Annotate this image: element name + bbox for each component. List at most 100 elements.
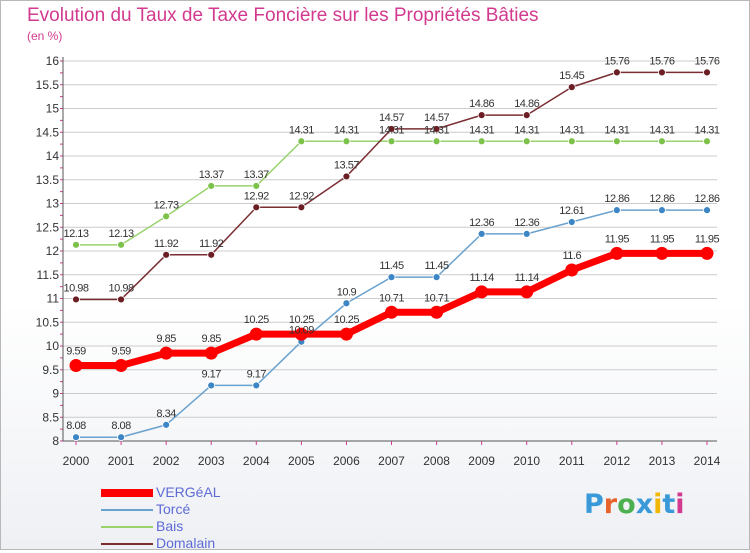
data-point-bais — [117, 240, 125, 249]
data-label-domalain: 15.76 — [604, 55, 629, 67]
data-point-bais — [72, 240, 80, 249]
legend-label-torc-: Torcé — [156, 501, 191, 517]
data-point-verg-al — [430, 305, 444, 319]
data-point-torc- — [567, 218, 576, 226]
line-chart: 8 8.5 9 9.5 10 10.5 11 11.5 12 12.5 13 13.5 14 14.5 15… — [36, 54, 721, 468]
data-label-verg-al: 10.25 — [334, 314, 359, 326]
data-point-bais — [703, 137, 711, 146]
data-label-bais: 12.13 — [63, 228, 88, 240]
data-point-bais — [522, 137, 531, 146]
data-point-torc- — [703, 206, 711, 215]
data-label-torc-: 8.08 — [66, 420, 86, 432]
data-point-bais — [252, 182, 261, 190]
data-point-domalain — [477, 111, 486, 120]
chart-title: Evolution du Taux de Taxe Foncière sur l… — [27, 5, 539, 26]
data-label-verg-al: 11.14 — [515, 272, 540, 284]
logo-letter: i — [675, 489, 685, 520]
x-tick-label: 2008 — [423, 454, 450, 468]
data-label-torc-: 12.36 — [514, 217, 539, 229]
legend-swatch-bais — [101, 526, 153, 528]
y-tick-label: 13 — [46, 197, 60, 211]
logo-letter: P — [584, 489, 604, 520]
x-tick-label: 2011 — [559, 454, 585, 468]
x-tick-label: 2010 — [513, 454, 540, 468]
x-tick-label: 2003 — [198, 454, 225, 468]
data-point-verg-al — [385, 305, 398, 319]
data-label-bais: 14.31 — [289, 124, 314, 136]
y-tick-label: 14 — [46, 149, 60, 163]
data-label-bais: 14.31 — [469, 124, 494, 136]
legend-swatch-domalain — [101, 543, 153, 545]
data-label-torc-: 9.17 — [202, 368, 222, 380]
y-tick-label: 11 — [47, 292, 60, 306]
data-label-domalain: 15.76 — [694, 55, 719, 67]
data-label-torc-: 12.36 — [469, 217, 494, 229]
data-point-domalain — [567, 83, 576, 92]
data-label-bais: 14.31 — [424, 124, 449, 136]
legend-label-bais: Bais — [156, 518, 184, 534]
data-label-domalain: 14.57 — [424, 112, 449, 124]
y-tick-label: 15.5 — [36, 78, 60, 92]
data-label-domalain: 12.92 — [244, 190, 269, 202]
data-label-domalain: 10.98 — [109, 282, 134, 294]
data-point-bais — [207, 182, 216, 190]
data-point-verg-al — [294, 327, 308, 341]
data-point-domalain — [207, 250, 216, 259]
proxiti-logo: Proxiti — [584, 489, 685, 520]
y-tick-label: 10.5 — [36, 315, 60, 329]
data-label-verg-al: 10.71 — [424, 292, 449, 304]
data-label-torc-: 12.86 — [694, 193, 719, 205]
data-point-verg-al — [520, 285, 534, 299]
data-point-torc- — [342, 299, 351, 308]
data-label-verg-al: 9.85 — [202, 333, 222, 345]
logo-letter: t — [662, 489, 676, 520]
y-tick-label: 12 — [46, 244, 60, 258]
x-tick-label: 2005 — [288, 454, 315, 468]
data-point-verg-al — [114, 358, 128, 372]
data-label-bais: 14.31 — [334, 124, 359, 136]
data-label-verg-al: 10.71 — [379, 292, 404, 304]
data-point-domalain — [522, 111, 531, 120]
data-label-torc-: 12.86 — [649, 193, 674, 205]
data-point-verg-al — [249, 327, 263, 341]
data-point-domalain — [387, 125, 396, 133]
data-point-verg-al — [700, 246, 714, 260]
y-tick-label: 16 — [46, 54, 60, 68]
y-tick-label: 13.5 — [36, 173, 60, 187]
data-label-domalain: 15.45 — [559, 70, 584, 82]
data-point-torc- — [477, 229, 486, 238]
data-point-torc- — [252, 381, 261, 390]
data-point-bais — [387, 137, 396, 146]
data-label-torc-: 11.45 — [379, 260, 404, 272]
y-tick-label: 11.5 — [37, 268, 60, 282]
data-point-torc- — [522, 229, 531, 238]
x-tick-label: 2009 — [468, 454, 495, 468]
x-tick-label: 2007 — [378, 454, 405, 468]
data-label-bais: 12.73 — [154, 199, 179, 211]
x-tick-label: 2006 — [333, 454, 360, 468]
data-label-domalain: 14.86 — [514, 98, 539, 110]
data-label-torc-: 8.08 — [111, 420, 131, 432]
logo-letter: x — [635, 489, 654, 520]
data-point-domalain — [703, 68, 711, 77]
x-tick-label: 2014 — [694, 454, 721, 468]
y-tick-label: 12.5 — [36, 220, 60, 234]
data-point-torc- — [612, 206, 621, 215]
data-point-verg-al — [339, 327, 353, 341]
data-point-verg-al — [69, 358, 83, 372]
data-point-torc- — [72, 433, 80, 442]
data-point-torc- — [162, 420, 171, 429]
legend-label-domalain: Domalain — [156, 535, 216, 551]
data-point-bais — [567, 137, 576, 146]
data-label-bais: 14.31 — [694, 124, 719, 136]
x-tick-label: 2000 — [63, 454, 90, 468]
legend-swatch-verg-al — [101, 489, 153, 497]
data-point-verg-al — [204, 346, 218, 360]
data-label-bais: 13.37 — [199, 169, 224, 181]
data-label-bais: 14.31 — [604, 124, 629, 136]
y-tick-label: 10 — [46, 339, 60, 353]
data-label-verg-al: 11.6 — [562, 250, 581, 262]
data-point-torc- — [207, 381, 216, 390]
logo-letter: i — [653, 489, 663, 520]
data-label-torc-: 10.9 — [337, 286, 357, 298]
